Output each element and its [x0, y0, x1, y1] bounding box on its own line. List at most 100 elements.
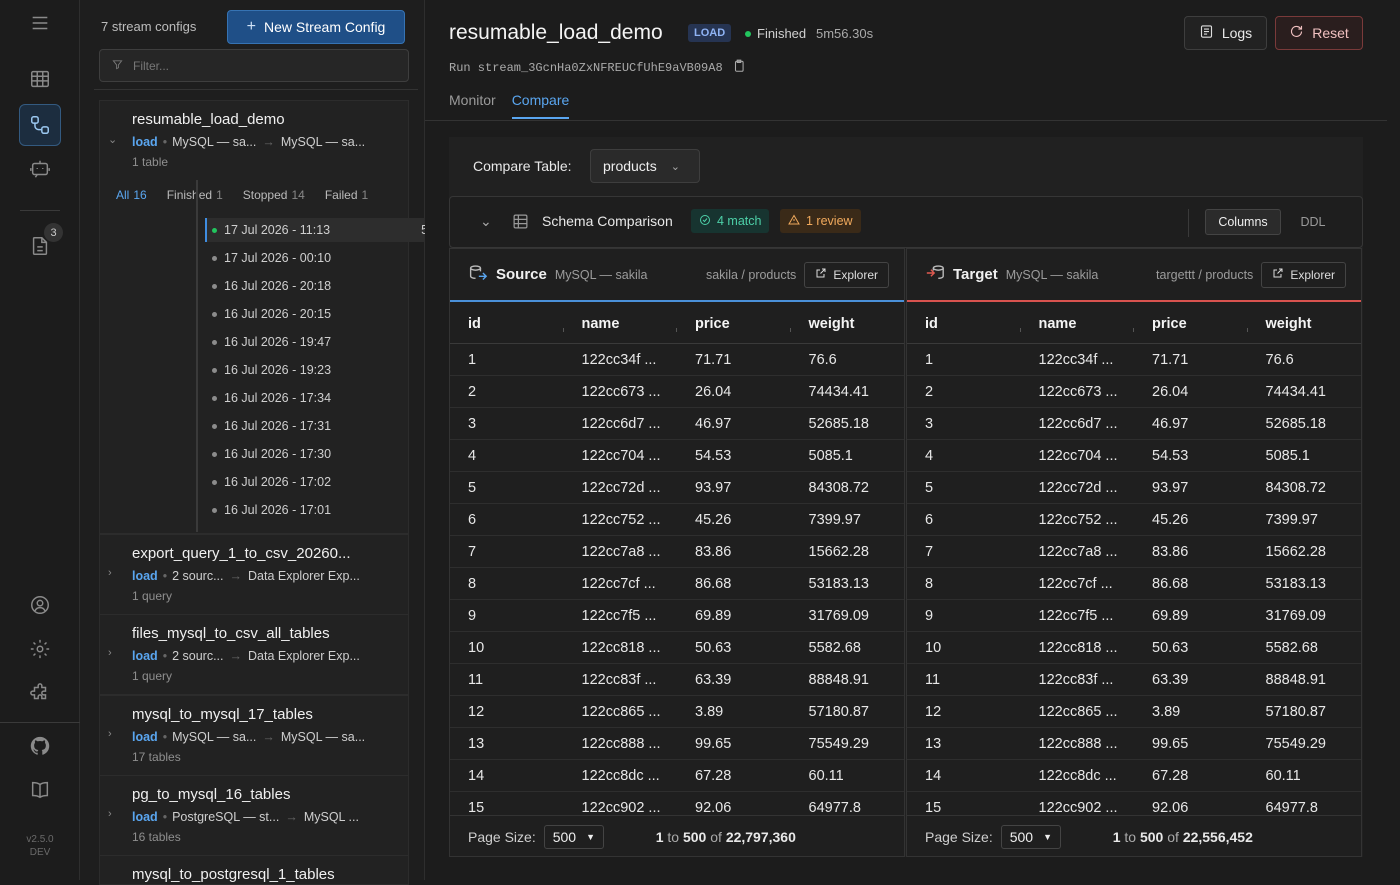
- tab-compare[interactable]: Compare: [511, 92, 570, 119]
- chevron-down-icon[interactable]: ⌄: [108, 134, 118, 146]
- column-header[interactable]: name: [564, 316, 678, 332]
- copy-icon[interactable]: [732, 59, 746, 77]
- chevron-right-icon[interactable]: ›: [108, 728, 112, 740]
- table-cell: 74434.41: [808, 383, 869, 400]
- compare-table-select[interactable]: products ⌄: [590, 149, 700, 183]
- table-row[interactable]: 6 122cc752 ... 45.26 7399.97: [907, 504, 1361, 536]
- streams-icon[interactable]: [19, 104, 61, 146]
- chevron-right-icon[interactable]: ›: [108, 647, 112, 659]
- stream-config-card[interactable]: files_mysql_to_csv_all_tables › load • 2 sou…: [99, 614, 409, 695]
- github-icon[interactable]: [19, 725, 61, 767]
- table-row[interactable]: 1 122cc34f ... 71.71 76.6: [450, 344, 904, 376]
- table-row[interactable]: 7 122cc7a8 ... 83.86 15662.28: [450, 536, 904, 568]
- bot-icon[interactable]: [19, 148, 61, 190]
- config-subtitle: 17 tables: [132, 750, 181, 764]
- chevron-right-icon[interactable]: ›: [108, 567, 112, 579]
- table-row[interactable]: 11 122cc83f ... 63.39 88848.91: [907, 664, 1361, 696]
- run-duration: 5m56.30s: [816, 26, 874, 41]
- table-cell: 5: [925, 479, 934, 496]
- config-route: load • 2 sourc... → Data Explorer Exp...: [132, 569, 360, 583]
- stream-config-card[interactable]: mysql_to_mysql_17_tables › load • MySQL — sa…: [99, 695, 409, 776]
- chevron-down-icon[interactable]: ⌄: [480, 213, 492, 229]
- puzzle-icon[interactable]: [19, 672, 61, 714]
- table-row[interactable]: 14 122cc8dc ... 67.28 60.11: [907, 760, 1361, 792]
- table-cell: 122cc818 ...: [1038, 639, 1118, 656]
- source-explorer-button[interactable]: Explorer: [804, 261, 889, 288]
- table-row[interactable]: 8 122cc7cf ... 86.68 53183.13: [450, 568, 904, 600]
- table-row[interactable]: 4 122cc704 ... 54.53 5085.1: [907, 440, 1361, 472]
- table-row[interactable]: 4 122cc704 ... 54.53 5085.1: [450, 440, 904, 472]
- table-row[interactable]: 10 122cc818 ... 50.63 5582.68: [450, 632, 904, 664]
- table-cell: 92.06: [695, 799, 732, 816]
- tab-monitor[interactable]: Monitor: [449, 92, 496, 108]
- table-cell: 60.11: [1265, 767, 1301, 784]
- column-header[interactable]: price: [677, 316, 791, 332]
- target-pagination: Page Size: 500 ▼ 1 to 500 of 22,556,452: [907, 815, 1361, 856]
- table-cell: 14: [468, 767, 485, 784]
- review-badge: 1 review: [780, 209, 861, 233]
- table-cell: 76.6: [1265, 351, 1294, 368]
- table-row[interactable]: 2 122cc673 ... 26.04 74434.41: [450, 376, 904, 408]
- menu-icon[interactable]: [19, 2, 61, 44]
- table-row[interactable]: 2 122cc673 ... 26.04 74434.41: [907, 376, 1361, 408]
- column-header[interactable]: id: [450, 316, 564, 332]
- table-row[interactable]: 1 122cc34f ... 71.71 76.6: [907, 344, 1361, 376]
- target-path: targettt / products: [1156, 267, 1254, 282]
- ddl-button[interactable]: DDL: [1300, 215, 1326, 229]
- columns-button[interactable]: Columns: [1205, 209, 1281, 235]
- stream-config-card[interactable]: mysql_to_postgresql_1_tables: [99, 855, 409, 885]
- page-size-label: Page Size:: [925, 829, 993, 845]
- table-row[interactable]: 10 122cc818 ... 50.63 5582.68: [907, 632, 1361, 664]
- filter-tab-failed[interactable]: Failed 1: [324, 188, 369, 202]
- filter-tab-all[interactable]: All 16: [116, 188, 147, 202]
- user-icon[interactable]: [19, 584, 61, 626]
- target-explorer-button[interactable]: Explorer: [1261, 261, 1346, 288]
- reset-button[interactable]: Reset: [1275, 16, 1363, 50]
- table-row[interactable]: 12 122cc865 ... 3.89 57180.87: [450, 696, 904, 728]
- column-header[interactable]: weight: [808, 315, 855, 332]
- run-date: 17 Jul 2026 - 11:13: [224, 223, 331, 237]
- logs-button[interactable]: Logs: [1184, 16, 1267, 50]
- table-row[interactable]: 7 122cc7a8 ... 83.86 15662.28: [907, 536, 1361, 568]
- column-header[interactable]: price: [1134, 316, 1248, 332]
- schema-comparison-bar[interactable]: ⌄ Schema Comparison 4 match 1 review Col…: [449, 196, 1363, 248]
- page-size-select[interactable]: 500 ▼: [543, 825, 604, 849]
- stream-config-card[interactable]: pg_to_mysql_16_tables › load • PostgreSQL — …: [99, 775, 409, 856]
- gear-icon[interactable]: [19, 628, 61, 670]
- table-row[interactable]: 12 122cc865 ... 3.89 57180.87: [907, 696, 1361, 728]
- stream-config-card[interactable]: export_query_1_to_csv_20260... › load • 2 so…: [99, 534, 409, 615]
- table-cell: 122cc752 ...: [1038, 511, 1118, 528]
- table-row[interactable]: 3 122cc6d7 ... 46.97 52685.18: [450, 408, 904, 440]
- table-row[interactable]: 13 122cc888 ... 99.65 75549.29: [450, 728, 904, 760]
- table-cell: 12: [925, 703, 942, 720]
- source-path: sakila / products: [705, 267, 797, 282]
- table-row[interactable]: 5 122cc72d ... 93.97 84308.72: [907, 472, 1361, 504]
- table-cell: 8: [468, 575, 477, 592]
- filter-input[interactable]: [133, 58, 393, 73]
- new-stream-config-button[interactable]: + New Stream Config: [227, 10, 405, 44]
- table-row[interactable]: 3 122cc6d7 ... 46.97 52685.18: [907, 408, 1361, 440]
- run-date: 16 Jul 2026 - 17:31: [224, 419, 332, 433]
- table-row[interactable]: 9 122cc7f5 ... 69.89 31769.09: [907, 600, 1361, 632]
- page-size-select[interactable]: 500 ▼: [1000, 825, 1061, 849]
- table-row[interactable]: 13 122cc888 ... 99.65 75549.29: [907, 728, 1361, 760]
- table-row[interactable]: 9 122cc7f5 ... 69.89 31769.09: [450, 600, 904, 632]
- table-row[interactable]: 8 122cc7cf ... 86.68 53183.13: [907, 568, 1361, 600]
- column-header[interactable]: name: [1021, 316, 1135, 332]
- document-icon[interactable]: [19, 225, 61, 267]
- arrow-right-icon: →: [262, 135, 275, 149]
- stream-config-card-expanded[interactable]: resumable_load_demo ⌄ load • MySQL — sa.…: [99, 100, 409, 534]
- table-icon[interactable]: [19, 58, 61, 100]
- table-row[interactable]: 11 122cc83f ... 63.39 88848.91: [450, 664, 904, 696]
- table-cell: 3.89: [1152, 703, 1181, 720]
- table-row[interactable]: 14 122cc8dc ... 67.28 60.11: [450, 760, 904, 792]
- column-header[interactable]: id: [907, 316, 1021, 332]
- table-row[interactable]: 5 122cc72d ... 93.97 84308.72: [450, 472, 904, 504]
- filter-tab-stopped[interactable]: Stopped 14: [242, 188, 305, 202]
- filter-tab-finished[interactable]: Finished 1: [166, 188, 223, 202]
- table-row[interactable]: 6 122cc752 ... 45.26 7399.97: [450, 504, 904, 536]
- book-icon[interactable]: [19, 769, 61, 811]
- config-name: export_query_1_to_csv_20260...: [132, 545, 351, 562]
- chevron-right-icon[interactable]: ›: [108, 808, 112, 820]
- column-header[interactable]: weight: [1265, 315, 1312, 332]
